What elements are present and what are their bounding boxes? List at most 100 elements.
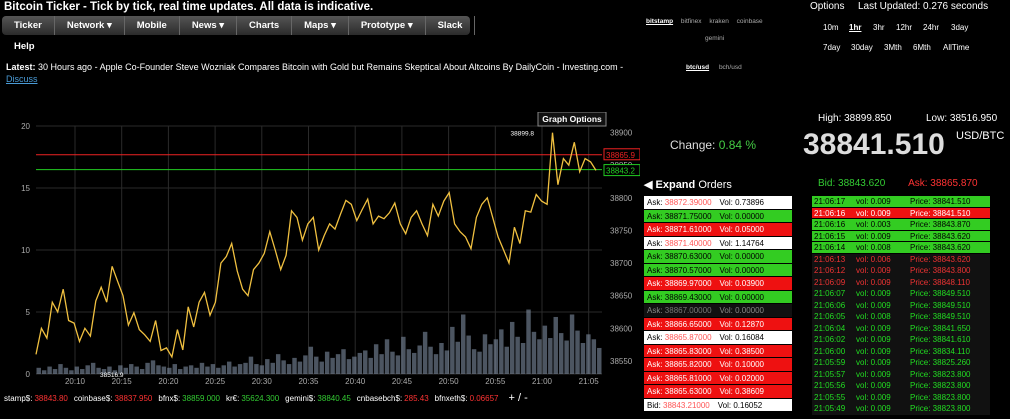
tf-alltime[interactable]: AllTime [943, 43, 970, 52]
trade-volume: vol: 0.009 [856, 323, 891, 333]
tf-7day[interactable]: 7day [823, 43, 841, 52]
order-volume: Vol: 0.00000 [719, 292, 764, 302]
tf-10m[interactable]: 10m [823, 23, 839, 32]
expand-button[interactable]: ◀ Expand [644, 179, 696, 191]
tf-24hr[interactable]: 24hr [923, 23, 940, 32]
graph-options-button-bg[interactable] [537, 112, 607, 127]
right-axis-tick: 38750 [610, 226, 633, 235]
trade-time: 21:05:57 [814, 369, 846, 379]
zoom-plus-minus[interactable]: + / - [508, 392, 528, 404]
tf-1hr[interactable]: 1hr [849, 23, 862, 32]
x-axis-tick: 20:25 [205, 377, 226, 386]
ticker-value: 35624.300 [241, 394, 280, 403]
low-price: Low: 38516.950 [926, 113, 998, 124]
x-axis-tick: 20:45 [392, 377, 413, 386]
tf-3mth[interactable]: 3Mth [884, 43, 902, 52]
page-title: Bitcoin Ticker - Tick by tick, real time… [4, 1, 374, 13]
order-row: Bid: 38843.21000 Vol: 0.16052 [644, 398, 792, 412]
min-label: 38516.9 [100, 372, 124, 379]
exchange-coinbase[interactable]: coinbase [736, 18, 763, 25]
order-volume: Vol: 0.12870 [719, 319, 764, 329]
order-side: Ask: [647, 360, 663, 369]
trade-time: 21:06:15 [814, 231, 846, 241]
trade-price: Price: 38823.800 [910, 392, 971, 402]
menu-mobile[interactable]: Mobile [125, 16, 180, 35]
volume-bar [52, 369, 58, 374]
volume-bar [379, 354, 384, 374]
volume-bar [205, 366, 210, 374]
order-book: Ask: 38872.39000 Vol: 0.73896 Ask: 38871.7… [644, 196, 792, 412]
tf-30day[interactable]: 30day [851, 43, 873, 52]
menu-ticker[interactable]: Ticker [2, 16, 55, 35]
volume-bar [96, 367, 101, 374]
menu-slack[interactable]: Slack [426, 16, 476, 35]
volume-bar [254, 364, 259, 374]
trade-row: 21:06:14 vol: 0.008 Price: 38843.620 [812, 242, 990, 254]
trade-price: Price: 38843.800 [910, 266, 971, 275]
discuss-link[interactable]: Discuss [6, 74, 38, 84]
order-row: Ask: 38865.87000 Vol: 0.16084 [644, 331, 792, 345]
exchange-gemini[interactable]: gemini [705, 35, 725, 42]
tf-3hr[interactable]: 3hr [873, 23, 885, 32]
exchange-kraken[interactable]: kraken [709, 18, 729, 25]
order-side: Ask: [647, 319, 663, 329]
bid-level-label: 38843.2 [606, 167, 635, 176]
tf-6mth[interactable]: 6Mth [913, 43, 931, 52]
trade-row: 21:06:12 vol: 0.009 Price: 38843.800 [812, 265, 990, 277]
volume-bar [248, 356, 254, 374]
trade-time: 21:06:16 [814, 208, 846, 218]
volume-bar [520, 343, 526, 374]
trade-time: 21:06:04 [814, 323, 846, 333]
menu-help[interactable]: Help [14, 41, 35, 52]
order-row: Ask: 38871.75000 Vol: 0.00000 [644, 209, 792, 223]
trade-volume: vol: 0.009 [856, 208, 891, 218]
volume-bar [466, 335, 471, 374]
order-row: Ask: 38866.65000 Vol: 0.12870 [644, 317, 792, 331]
tf-3day[interactable]: 3day [951, 23, 969, 32]
bid-label-box [603, 164, 640, 177]
trade-price: Price: 38841.510 [910, 208, 971, 218]
trade-volume: vol: 0.003 [856, 220, 891, 229]
pair-btc-usd[interactable]: btc/usd [686, 64, 710, 71]
trade-time: 21:06:09 [814, 277, 846, 287]
volume-bar [275, 354, 281, 374]
trade-volume: vol: 0.009 [856, 358, 891, 367]
trade-row: 21:06:07 vol: 0.009 Price: 38849.510 [812, 288, 990, 300]
volume-bar [41, 370, 47, 374]
volume-bar [597, 347, 602, 374]
volume-bar [433, 354, 439, 374]
graph-options-button[interactable]: Graph Options [542, 114, 602, 124]
volume-bar [395, 355, 401, 374]
order-price: 38872.39000 [664, 198, 712, 207]
trade-row: 21:06:06 vol: 0.009 Price: 38849.510 [812, 299, 990, 311]
volume-bar [265, 359, 270, 374]
menu-charts[interactable]: Charts [237, 16, 293, 35]
exchange-bitstamp[interactable]: bitstamp [646, 18, 674, 25]
latest-news: Latest: 30 Hours ago - Apple Co-Founder … [6, 61, 636, 85]
x-axis-tick: 20:20 [158, 377, 179, 386]
menu-news[interactable]: News ▾ [180, 16, 238, 35]
volume-bar [493, 339, 499, 374]
volume-bar [118, 365, 123, 374]
volume-bar [281, 360, 286, 374]
menu-maps[interactable]: Maps ▾ [292, 16, 349, 35]
options-link[interactable]: Options [810, 1, 845, 12]
left-axis-tick: 5 [26, 308, 31, 317]
volume-bar [156, 365, 161, 374]
menu-prototype[interactable]: Prototype ▾ [349, 16, 426, 35]
price-chart[interactable]: 0 5 10 15 20 20:10 20:15 20:20 20:25 20:30 20:35 20… [0, 112, 640, 392]
volume-bar [569, 314, 575, 374]
ticker-label: bfnx$: [158, 394, 181, 403]
exchange-bitfinex[interactable]: bitfinex [680, 18, 702, 25]
ticker-label: bfnxeth$: [434, 394, 468, 403]
order-volume: Vol: 0.00000 [719, 306, 764, 315]
pair-bch-usd[interactable]: bch/usd [718, 64, 742, 71]
order-side: Ask: [647, 292, 663, 302]
menu-network[interactable]: Network ▾ [55, 16, 125, 35]
order-side: Ask: [647, 373, 663, 383]
ticker-value: 0.06657 [469, 394, 499, 403]
trade-price: Price: 38841.610 [910, 335, 971, 344]
order-volume: Vol: 0.03900 [719, 279, 764, 288]
volume-bar [548, 338, 553, 374]
tf-12hr[interactable]: 12hr [896, 23, 913, 32]
